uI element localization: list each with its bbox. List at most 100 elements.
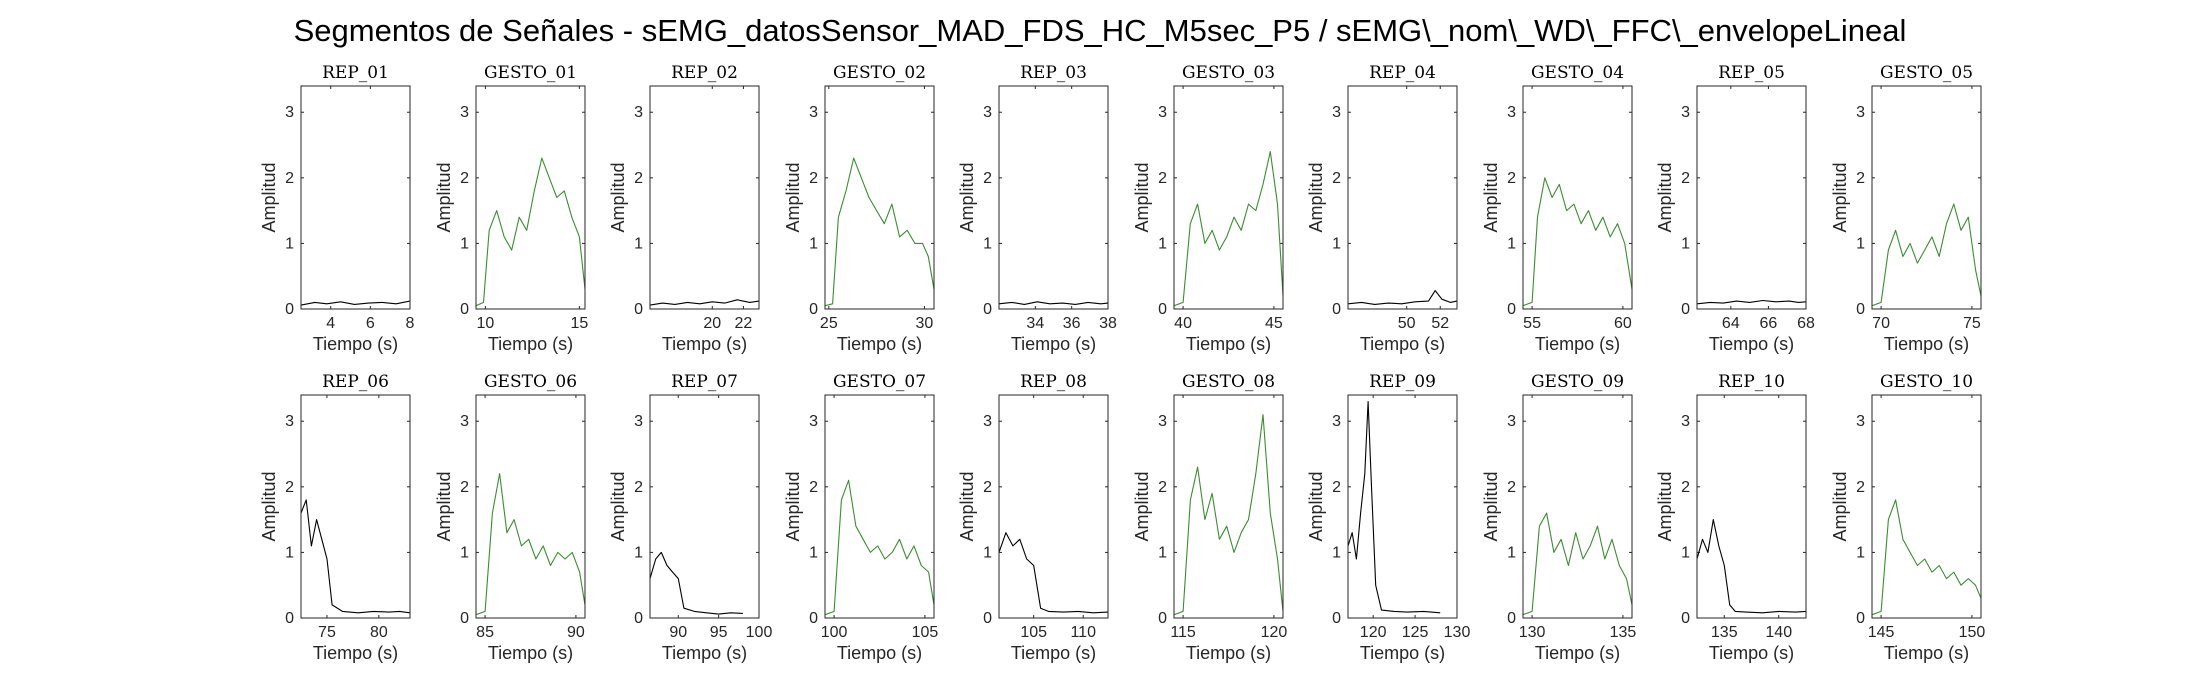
x-tick-label: 15 — [570, 315, 588, 332]
y-tick-label: 0 — [1507, 610, 1516, 627]
y-tick-label: 0 — [460, 301, 469, 318]
axes-box — [1347, 85, 1458, 310]
y-tick-label: 3 — [1681, 104, 1690, 121]
y-axis-label: Amplitud — [1481, 471, 1501, 541]
y-axis-label: Amplitud — [259, 162, 279, 232]
y-tick-label: 1 — [1332, 544, 1341, 561]
y-tick-label: 0 — [1856, 610, 1865, 627]
x-tick-label: 110 — [1070, 624, 1096, 641]
y-tick-label: 3 — [634, 104, 643, 121]
x-axis-label: Tiempo (s) — [313, 334, 398, 354]
subplot-title: GESTO_04 — [1531, 63, 1624, 83]
subplot-rep_08: 0 1 2 3 105 110 REP_08 Tiempo (s) Amplitud — [957, 372, 1109, 663]
subplot-title: REP_07 — [671, 372, 738, 392]
subplot-title: GESTO_03 — [1182, 63, 1275, 83]
y-tick-label: 0 — [1158, 301, 1167, 318]
y-tick-label: 0 — [1856, 301, 1865, 318]
subplot-title: GESTO_09 — [1531, 372, 1624, 392]
x-tick-label: 80 — [370, 624, 388, 641]
subplot-rep_01: 0 1 2 3 4 6 8 REP_01 Tiempo (s) Amplitud — [259, 63, 415, 354]
series-line-rep — [650, 551, 743, 615]
x-tick-label: 105 — [912, 624, 939, 641]
axes-box — [300, 394, 411, 619]
subplot-title: GESTO_06 — [484, 372, 577, 392]
y-tick-label: 2 — [1507, 170, 1516, 187]
x-tick-label: 105 — [1020, 624, 1047, 641]
series-line-rep — [999, 301, 1108, 305]
subplot-rep_06: 0 1 2 3 75 80 REP_06 Tiempo (s) Amplitud — [259, 372, 411, 663]
x-axis-label: Tiempo (s) — [1011, 334, 1096, 354]
series-line-gesto — [1174, 414, 1283, 616]
subplot-rep_03: 0 1 2 3 34 36 38 REP_03 Tiempo (s) Amplitud — [957, 63, 1117, 354]
y-axis-label: Amplitud — [1481, 162, 1501, 232]
y-tick-label: 1 — [634, 544, 643, 561]
subplot-title: GESTO_07 — [833, 372, 926, 392]
x-axis-label: Tiempo (s) — [1360, 643, 1445, 663]
y-axis-label: Amplitud — [1655, 471, 1675, 541]
x-tick-label: 55 — [1523, 315, 1541, 332]
y-tick-label: 3 — [983, 104, 992, 121]
x-axis-label: Tiempo (s) — [662, 643, 747, 663]
x-tick-label: 75 — [318, 624, 336, 641]
x-tick-label: 135 — [1610, 624, 1637, 641]
subplot-gesto_09: 0 1 2 3 130 135 GESTO_09 Tiempo (s) Amplitud — [1481, 372, 1636, 663]
y-tick-label: 1 — [1507, 235, 1516, 252]
series-line-gesto — [1872, 203, 1981, 307]
y-tick-label: 3 — [460, 104, 469, 121]
x-tick-label: 22 — [735, 315, 753, 332]
y-axis-label: Amplitud — [1306, 162, 1326, 232]
subplot-title: REP_08 — [1020, 372, 1087, 392]
axes-box — [998, 394, 1109, 619]
x-tick-label: 68 — [1797, 315, 1815, 332]
subplot-title: REP_04 — [1369, 63, 1436, 83]
x-tick-label: 20 — [703, 315, 721, 332]
y-axis-label: Amplitud — [1830, 162, 1850, 232]
subplot-gesto_07: 0 1 2 3 100 105 GESTO_07 Tiempo (s) Amplitud — [783, 372, 938, 663]
y-tick-label: 2 — [1681, 170, 1690, 187]
x-tick-label: 10 — [476, 315, 494, 332]
subplot-gesto_02: 0 1 2 3 25 30 GESTO_02 Tiempo (s) Amplitud — [783, 63, 935, 354]
y-tick-label: 1 — [1158, 544, 1167, 561]
y-tick-label: 0 — [983, 610, 992, 627]
y-axis-label: Amplitud — [1655, 162, 1675, 232]
x-tick-label: 90 — [669, 624, 687, 641]
axes-box — [1696, 85, 1807, 310]
y-tick-label: 2 — [983, 479, 992, 496]
x-axis-label: Tiempo (s) — [1884, 643, 1969, 663]
y-axis-label: Amplitud — [434, 162, 454, 232]
y-tick-label: 3 — [983, 413, 992, 430]
figure-title: Segmentos de Señales - sEMG_datosSensor_… — [294, 13, 1907, 48]
y-tick-label: 3 — [1507, 413, 1516, 430]
subplot-rep_10: 0 1 2 3 135 140 REP_10 Tiempo (s) Amplitud — [1655, 372, 1807, 663]
x-axis-label: Tiempo (s) — [1535, 643, 1620, 663]
subplot-gesto_10: 0 1 2 3 145 150 GESTO_10 Tiempo (s) Amplitud — [1830, 372, 1985, 663]
series-line-gesto — [1174, 151, 1283, 307]
subplot-title: REP_03 — [1020, 63, 1087, 83]
x-tick-label: 38 — [1099, 315, 1117, 332]
x-tick-label: 30 — [916, 315, 934, 332]
y-axis-label: Amplitud — [957, 471, 977, 541]
series-line-rep — [1348, 401, 1441, 614]
y-tick-label: 3 — [809, 413, 818, 430]
y-axis-label: Amplitud — [608, 471, 628, 541]
x-tick-label: 75 — [1963, 315, 1981, 332]
series-line-rep — [999, 532, 1108, 614]
y-tick-label: 2 — [460, 170, 469, 187]
y-tick-label: 0 — [460, 610, 469, 627]
y-axis-label: Amplitud — [259, 471, 279, 541]
y-tick-label: 3 — [809, 104, 818, 121]
x-axis-label: Tiempo (s) — [662, 334, 747, 354]
subplot-title: REP_09 — [1369, 372, 1436, 392]
x-axis-label: Tiempo (s) — [488, 334, 573, 354]
subplot-title: REP_05 — [1718, 63, 1785, 83]
x-tick-label: 66 — [1760, 315, 1778, 332]
subplot-title: REP_02 — [671, 63, 738, 83]
y-tick-label: 1 — [1158, 235, 1167, 252]
x-axis-label: Tiempo (s) — [488, 643, 573, 663]
x-tick-label: 85 — [476, 624, 494, 641]
y-tick-label: 0 — [285, 301, 294, 318]
series-line-gesto — [476, 473, 585, 616]
series-line-rep — [301, 499, 410, 614]
